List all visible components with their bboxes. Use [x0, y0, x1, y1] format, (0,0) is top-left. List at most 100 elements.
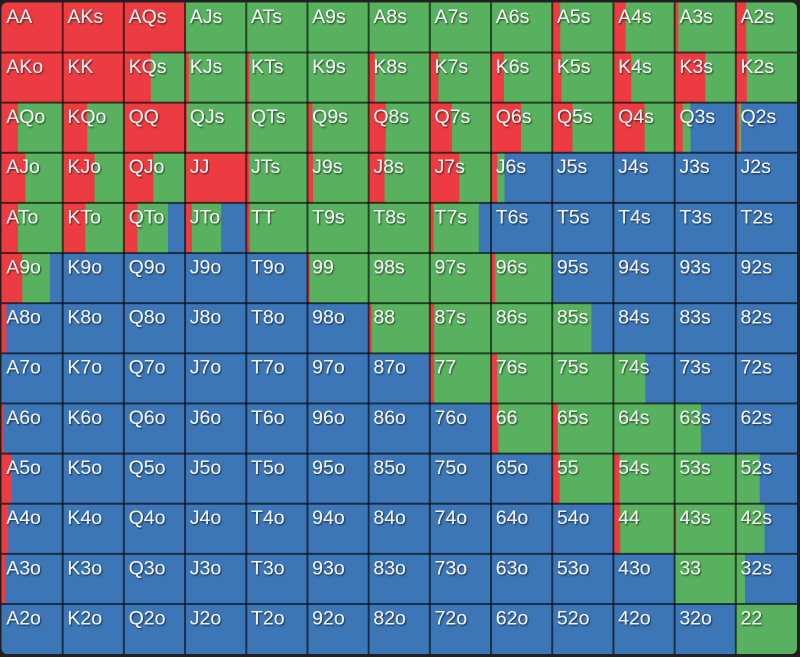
svg-text:J8o: J8o [190, 307, 222, 329]
svg-text:KTs: KTs [251, 56, 284, 78]
svg-text:K2o: K2o [67, 607, 102, 629]
svg-text:J3o: J3o [190, 557, 222, 579]
svg-text:53o: 53o [557, 557, 590, 579]
svg-text:95o: 95o [312, 457, 345, 479]
svg-text:J9o: J9o [190, 256, 222, 278]
svg-text:87o: 87o [373, 357, 406, 379]
svg-text:TT: TT [251, 206, 275, 228]
svg-text:J6o: J6o [190, 407, 222, 429]
svg-text:43o: 43o [618, 557, 651, 579]
svg-text:75s: 75s [557, 357, 589, 379]
svg-text:K5s: K5s [557, 56, 591, 78]
svg-text:K8s: K8s [373, 56, 407, 78]
svg-text:T3s: T3s [679, 206, 712, 228]
svg-text:83o: 83o [373, 557, 406, 579]
svg-text:A2o: A2o [6, 607, 41, 629]
svg-text:Q4s: Q4s [618, 106, 654, 128]
svg-text:QTo: QTo [129, 206, 165, 228]
svg-text:AJs: AJs [190, 6, 223, 28]
svg-text:K5o: K5o [67, 457, 102, 479]
svg-text:Q6s: Q6s [496, 106, 532, 128]
svg-text:52s: 52s [741, 457, 773, 479]
svg-text:22: 22 [741, 607, 763, 629]
svg-text:K4s: K4s [618, 56, 652, 78]
svg-text:94s: 94s [618, 256, 650, 278]
svg-text:Q3o: Q3o [129, 557, 166, 579]
svg-text:A2s: A2s [741, 6, 775, 28]
svg-text:K6o: K6o [67, 407, 102, 429]
svg-text:AA: AA [6, 6, 32, 28]
svg-text:65s: 65s [557, 407, 589, 429]
svg-text:63o: 63o [496, 557, 529, 579]
svg-text:83s: 83s [679, 307, 711, 329]
svg-text:84s: 84s [618, 307, 650, 329]
svg-text:J4o: J4o [190, 507, 222, 529]
svg-text:Q7o: Q7o [129, 357, 166, 379]
svg-text:A4o: A4o [6, 507, 41, 529]
svg-text:KQo: KQo [67, 106, 106, 128]
svg-text:33: 33 [679, 557, 701, 579]
svg-text:KK: KK [67, 56, 93, 78]
svg-text:86s: 86s [496, 307, 528, 329]
svg-text:A5s: A5s [557, 6, 591, 28]
svg-text:KQs: KQs [129, 56, 167, 78]
svg-text:97o: 97o [312, 357, 345, 379]
svg-text:Q8s: Q8s [373, 106, 409, 128]
svg-text:ATo: ATo [6, 206, 38, 228]
svg-text:JTs: JTs [251, 156, 281, 178]
svg-text:T6o: T6o [251, 407, 285, 429]
svg-text:QJo: QJo [129, 156, 165, 178]
svg-text:87s: 87s [435, 307, 467, 329]
svg-text:92o: 92o [312, 607, 345, 629]
svg-text:72s: 72s [741, 357, 773, 379]
svg-text:96s: 96s [496, 256, 528, 278]
svg-text:A5o: A5o [6, 457, 41, 479]
svg-text:85s: 85s [557, 307, 589, 329]
svg-text:76s: 76s [496, 357, 528, 379]
svg-text:AQs: AQs [129, 6, 167, 28]
svg-text:JTo: JTo [190, 206, 221, 228]
svg-text:T2s: T2s [741, 206, 774, 228]
svg-text:Q8o: Q8o [129, 307, 166, 329]
svg-text:KJo: KJo [67, 156, 101, 178]
svg-text:A9o: A9o [6, 256, 41, 278]
svg-text:43s: 43s [679, 507, 711, 529]
svg-text:85o: 85o [373, 457, 406, 479]
svg-text:42o: 42o [618, 607, 651, 629]
svg-text:44: 44 [618, 507, 640, 529]
svg-text:K2s: K2s [741, 56, 775, 78]
svg-text:T8s: T8s [373, 206, 406, 228]
svg-text:62o: 62o [496, 607, 529, 629]
svg-text:AQo: AQo [6, 106, 45, 128]
svg-text:T4s: T4s [618, 206, 651, 228]
svg-text:62s: 62s [741, 407, 773, 429]
svg-text:K6s: K6s [496, 56, 530, 78]
svg-text:T7s: T7s [435, 206, 468, 228]
svg-text:65o: 65o [496, 457, 529, 479]
svg-text:KJs: KJs [190, 56, 223, 78]
svg-text:JJ: JJ [190, 156, 210, 178]
svg-text:54s: 54s [618, 457, 650, 479]
svg-text:55: 55 [557, 457, 579, 479]
svg-text:QJs: QJs [190, 106, 225, 128]
svg-text:63s: 63s [679, 407, 711, 429]
svg-text:Q5o: Q5o [129, 457, 166, 479]
svg-text:93s: 93s [679, 256, 711, 278]
svg-text:94o: 94o [312, 507, 345, 529]
svg-text:82s: 82s [741, 307, 773, 329]
svg-text:J2o: J2o [190, 607, 222, 629]
svg-text:86o: 86o [373, 407, 406, 429]
svg-text:32o: 32o [679, 607, 712, 629]
svg-text:K7o: K7o [67, 357, 102, 379]
svg-text:54o: 54o [557, 507, 590, 529]
svg-text:82o: 82o [373, 607, 406, 629]
svg-text:A6o: A6o [6, 407, 41, 429]
svg-text:A9s: A9s [312, 6, 346, 28]
svg-text:98o: 98o [312, 307, 345, 329]
svg-text:J8s: J8s [373, 156, 404, 178]
svg-text:97s: 97s [435, 256, 467, 278]
svg-text:T3o: T3o [251, 557, 285, 579]
svg-text:88: 88 [373, 307, 395, 329]
svg-text:42s: 42s [741, 507, 773, 529]
svg-text:J6s: J6s [496, 156, 527, 178]
